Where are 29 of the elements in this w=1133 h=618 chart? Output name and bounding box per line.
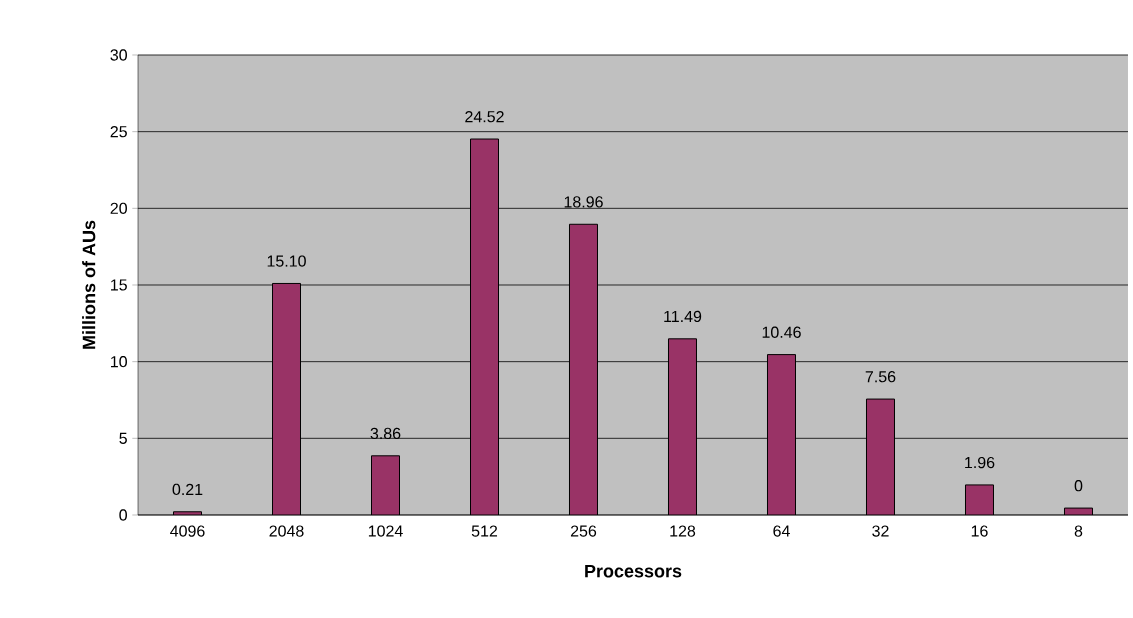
data-label: 7.56 <box>865 371 896 383</box>
x-tick-label: 32 <box>872 525 889 537</box>
x-tick-label: 2048 <box>269 525 304 537</box>
x-tick-label: 1024 <box>368 525 403 537</box>
x-tick-label: 512 <box>471 525 498 537</box>
x-tick-label: 128 <box>670 525 696 537</box>
y-tick-label: 25 <box>110 126 127 138</box>
data-label: 18.96 <box>564 196 603 208</box>
data-label: 0.21 <box>172 483 203 496</box>
y-tick-label: 15 <box>111 279 127 291</box>
x-tick-label: 16 <box>971 525 988 537</box>
y-axis-title: Millions of AUs <box>82 220 96 349</box>
data-label: 0 <box>1074 480 1083 492</box>
data-label: 24.52 <box>465 110 504 123</box>
data-label: 11.49 <box>664 310 702 323</box>
data-label: 3.86 <box>370 427 401 440</box>
data-label: 1.96 <box>965 456 995 469</box>
x-tick-label: 4096 <box>170 525 205 537</box>
y-tick-label: 5 <box>119 432 127 444</box>
y-tick-label: 10 <box>111 356 127 368</box>
data-label: 10.46 <box>762 326 801 338</box>
y-tick-label: 30 <box>110 49 127 61</box>
y-tick-label: 0 <box>119 509 127 521</box>
x-tick-label: 8 <box>1074 525 1083 537</box>
x-tick-label: 64 <box>773 525 790 537</box>
x-axis-title: Processors <box>585 564 682 578</box>
y-tick-label: 20 <box>110 202 127 214</box>
data-label: 15.10 <box>267 255 306 267</box>
x-tick-label: 256 <box>570 525 597 537</box>
